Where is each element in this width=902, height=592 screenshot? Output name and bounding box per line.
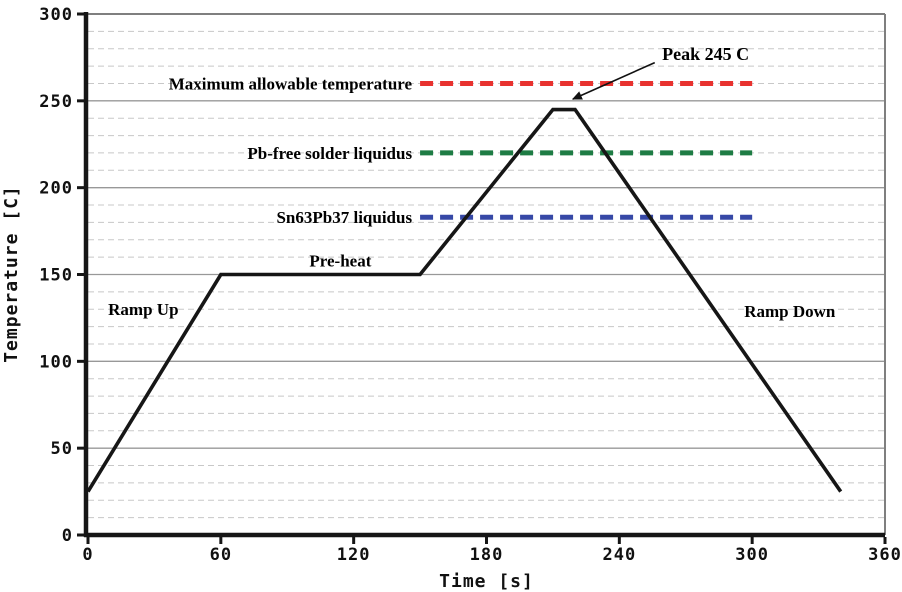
annotation-ramp-up: Ramp Up (108, 300, 178, 319)
reference-label-pb-free-solder-liquidus: Pb-free solder liquidus (247, 144, 412, 163)
annotation-ramp-down: Ramp Down (744, 302, 836, 321)
x-tick-label-120: 120 (337, 545, 371, 565)
y-axis-title: Temperature [C] (1, 185, 22, 363)
annotation-pre-heat: Pre-heat (309, 252, 371, 271)
y-tick-label-150: 150 (39, 266, 73, 286)
y-tick-label-0: 0 (62, 526, 73, 546)
y-tick-label-200: 200 (39, 179, 73, 199)
reference-label-sn63pb37-liquidus: Sn63Pb37 liquidus (276, 208, 412, 227)
x-tick-label-300: 300 (735, 545, 769, 565)
peak-annotation-arrow (571, 61, 656, 100)
reference-label-maximum-allowable-temperature: Maximum allowable temperature (169, 74, 413, 93)
x-tick-label-360: 360 (868, 545, 902, 565)
x-tick-label-60: 60 (210, 545, 232, 565)
x-axis-title: Time [s] (439, 571, 534, 592)
y-tick-label-50: 50 (51, 439, 73, 459)
x-tick-label-0: 0 (82, 545, 93, 565)
x-tick-label-180: 180 (470, 545, 504, 565)
y-tick-label-100: 100 (39, 352, 73, 372)
y-tick-label-250: 250 (39, 92, 73, 112)
reflow-temperature-profile (86, 107, 843, 493)
x-tick-label-240: 240 (602, 545, 636, 565)
annotation-peak-245-c: Peak 245 C (662, 44, 749, 64)
y-tick-label-300: 300 (39, 5, 73, 25)
